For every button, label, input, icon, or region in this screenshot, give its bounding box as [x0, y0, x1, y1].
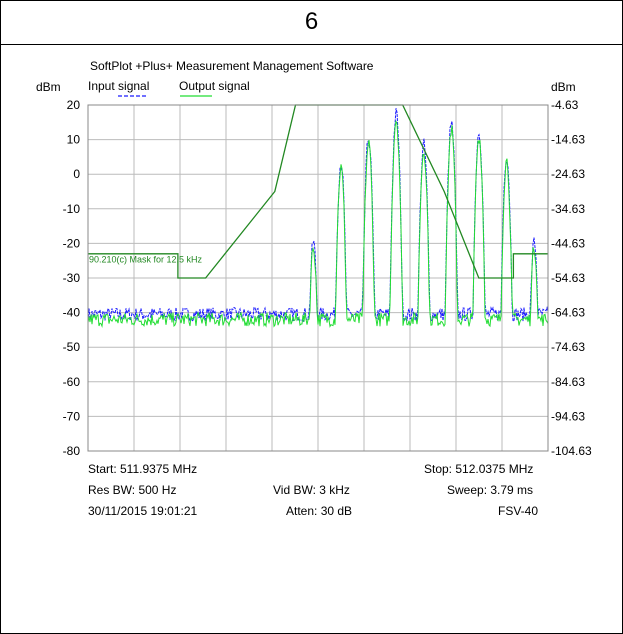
legend-output-signal: Output signal	[179, 79, 250, 93]
y-tick-label: -70	[63, 409, 81, 423]
video-bandwidth: Vid BW: 3 kHz	[273, 483, 350, 497]
y2-tick-label: -34.63	[551, 202, 585, 216]
attenuation: Atten: 30 dB	[286, 504, 353, 518]
y-tick-label: -80	[63, 444, 81, 458]
y-tick-label: -20	[63, 236, 81, 250]
y2-tick-label: -94.63	[551, 409, 585, 423]
y2-tick-label: -44.63	[551, 236, 585, 250]
y2-tick-label: -4.63	[551, 98, 579, 112]
y2-tick-label: -24.63	[551, 167, 585, 181]
legend-output-label: Output signal	[179, 79, 250, 93]
capture-datetime: 30/11/2015 19:01:21	[88, 504, 198, 518]
mask-label: 90.210(c) Mask for 12.5 kHz	[89, 255, 203, 265]
y-tick-label: -40	[63, 306, 81, 320]
y2-tick-label: -74.63	[551, 340, 585, 354]
y-tick-label: 10	[67, 133, 81, 147]
y-tick-label: -10	[63, 202, 81, 216]
y-tick-label: 0	[73, 167, 80, 181]
y-tick-label: -30	[63, 271, 81, 285]
stop-frequency: Stop: 512.0375 MHz	[424, 462, 534, 476]
resolution-bandwidth: Res BW: 500 Hz	[88, 483, 177, 497]
sweep-time: Sweep: 3.79 ms	[447, 483, 534, 497]
plot-border	[87, 104, 549, 452]
legend-input-label: Input signal	[88, 79, 150, 93]
left-axis-unit: dBm	[36, 80, 61, 94]
header-divider	[0, 44, 623, 45]
instrument-model: FSV-40	[498, 504, 539, 518]
y2-tick-label: -84.63	[551, 375, 585, 389]
y-tick-label: -60	[63, 375, 81, 389]
start-frequency: Start: 511.9375 MHz	[88, 462, 198, 476]
y2-tick-label: -104.63	[551, 444, 592, 458]
output-signal-trace	[87, 120, 549, 329]
right-axis-unit: dBm	[551, 80, 576, 94]
legend-input-signal: Input signal	[88, 79, 149, 93]
y2-tick-label: -14.63	[551, 133, 585, 147]
page-number: 6	[304, 8, 319, 35]
y2-tick-label: -54.63	[551, 271, 585, 285]
y-tick-label: 20	[67, 98, 81, 112]
y-tick-label: -50	[63, 340, 81, 354]
software-title: SoftPlot +Plus+ Measurement Management S…	[90, 59, 374, 73]
y2-tick-label: -64.63	[551, 306, 585, 320]
